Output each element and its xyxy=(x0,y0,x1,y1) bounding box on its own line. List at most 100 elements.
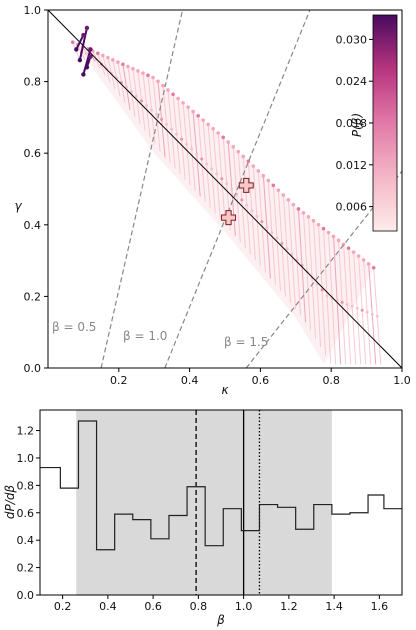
y-tick-label: 0.4 xyxy=(17,534,35,547)
band-point xyxy=(325,294,329,298)
band-point xyxy=(326,230,331,235)
band-point xyxy=(316,222,321,227)
top-y-ticks: 0.0 0.2 0.4 0.6 0.8 1.0 xyxy=(24,4,48,375)
band-point xyxy=(340,300,344,304)
band-point xyxy=(296,207,301,211)
band-point xyxy=(260,220,264,224)
bottom-y-axis-label: dP/dβ xyxy=(3,485,17,520)
x-tick-label: 1.2 xyxy=(280,600,298,613)
bottom-plot-frame xyxy=(39,409,403,596)
band-point xyxy=(84,51,88,55)
beta-label-05: β = 0.5 xyxy=(52,320,96,334)
band-point xyxy=(320,288,324,292)
band-point xyxy=(185,142,189,146)
band-point xyxy=(361,258,366,262)
y-tick-label: 0.6 xyxy=(24,147,42,160)
x-tick-label: 0.6 xyxy=(144,600,162,613)
band-point xyxy=(220,177,224,181)
band-point xyxy=(266,178,271,183)
band-layer xyxy=(70,40,382,365)
band-point xyxy=(181,101,185,105)
y-tick-label: 1.2 xyxy=(17,425,35,438)
band-point xyxy=(286,198,291,202)
x-tick-label: 0.4 xyxy=(99,600,117,613)
beta-label-15: β = 1.5 xyxy=(224,335,268,349)
band-point xyxy=(196,114,200,118)
dark-point xyxy=(81,32,86,38)
y-tick-label: 0.8 xyxy=(17,479,35,492)
top-panel: 0.2 0.4 0.6 0.8 1.0 0.0 0.2 0.4 0.6 0.8 1.0 β = 0… xyxy=(14,4,410,397)
band-point xyxy=(375,314,379,318)
y-tick-label: 0.8 xyxy=(24,76,42,89)
y-tick-label: 0.2 xyxy=(24,290,42,303)
band-point xyxy=(285,247,289,251)
diagonal-line xyxy=(47,9,403,369)
dark-segment xyxy=(82,49,92,75)
band-point xyxy=(290,252,294,256)
bottom-y-ticks: 0.0 0.2 0.4 0.6 0.8 1.0 1.2 xyxy=(17,425,40,602)
colorbar-tick-label: 0.006 xyxy=(336,201,368,214)
shaded-region xyxy=(76,410,332,595)
x-tick-label: 0.2 xyxy=(54,600,72,613)
band-point xyxy=(351,250,356,254)
band-point xyxy=(101,53,105,58)
band-point xyxy=(206,122,210,127)
band-point xyxy=(221,135,226,140)
shaded-region-layer xyxy=(76,410,332,595)
band-point xyxy=(215,172,219,176)
band-point xyxy=(280,241,284,245)
band-point xyxy=(190,147,194,151)
x-tick-label: 0.4 xyxy=(181,374,199,387)
band-point xyxy=(161,83,165,88)
vline-layer xyxy=(195,410,261,595)
colorbar-tick-label: 0.018 xyxy=(336,117,368,130)
band-point xyxy=(271,183,276,188)
band-point xyxy=(255,214,259,218)
band-point xyxy=(150,108,154,112)
band-point xyxy=(250,209,254,213)
band-point xyxy=(129,90,133,94)
y-tick-label: 0.6 xyxy=(17,507,35,520)
band-point xyxy=(216,131,221,135)
band-point xyxy=(365,310,369,314)
band-point xyxy=(310,276,314,280)
band-point xyxy=(281,193,286,197)
colorbar-gradient xyxy=(372,14,398,232)
band-point xyxy=(345,302,349,306)
band-point xyxy=(331,234,336,239)
histogram-step xyxy=(40,420,402,551)
band-point xyxy=(200,157,204,161)
colorbar-tick-label: 0.024 xyxy=(336,75,368,88)
band-point xyxy=(205,162,209,166)
plus-marker xyxy=(238,177,254,193)
beta-label-10: β = 1.0 xyxy=(123,329,167,343)
band-point xyxy=(211,126,215,131)
x-tick-label: 0.8 xyxy=(322,374,340,387)
band-point xyxy=(146,73,150,78)
band-point xyxy=(121,62,125,67)
beta-line xyxy=(100,9,184,369)
y-tick-label: 1.0 xyxy=(17,452,35,465)
band-point xyxy=(70,40,75,45)
band-point xyxy=(350,304,354,308)
band-point xyxy=(145,103,149,107)
band-point xyxy=(195,152,199,156)
bottom-x-ticks: 0.2 0.4 0.6 0.8 1.0 1.2 1.4 1.6 xyxy=(54,595,388,613)
band-point xyxy=(201,118,205,122)
band-point xyxy=(346,246,351,250)
band-point xyxy=(311,218,316,223)
x-tick-label: 1.6 xyxy=(371,600,389,613)
band-point xyxy=(140,99,144,103)
band-point xyxy=(124,85,128,89)
band-point xyxy=(131,66,135,71)
band-point xyxy=(141,71,145,75)
band-point xyxy=(231,145,236,149)
band-point xyxy=(191,109,195,114)
x-tick-label: 1.0 xyxy=(393,374,411,387)
band-point xyxy=(355,306,359,310)
y-tick-label: 0.0 xyxy=(24,362,42,375)
band-point xyxy=(180,137,184,141)
x-tick-label: 0.6 xyxy=(252,374,270,387)
colorbar-ticks: 0.006 0.012 0.018 0.024 0.030 xyxy=(336,33,373,214)
